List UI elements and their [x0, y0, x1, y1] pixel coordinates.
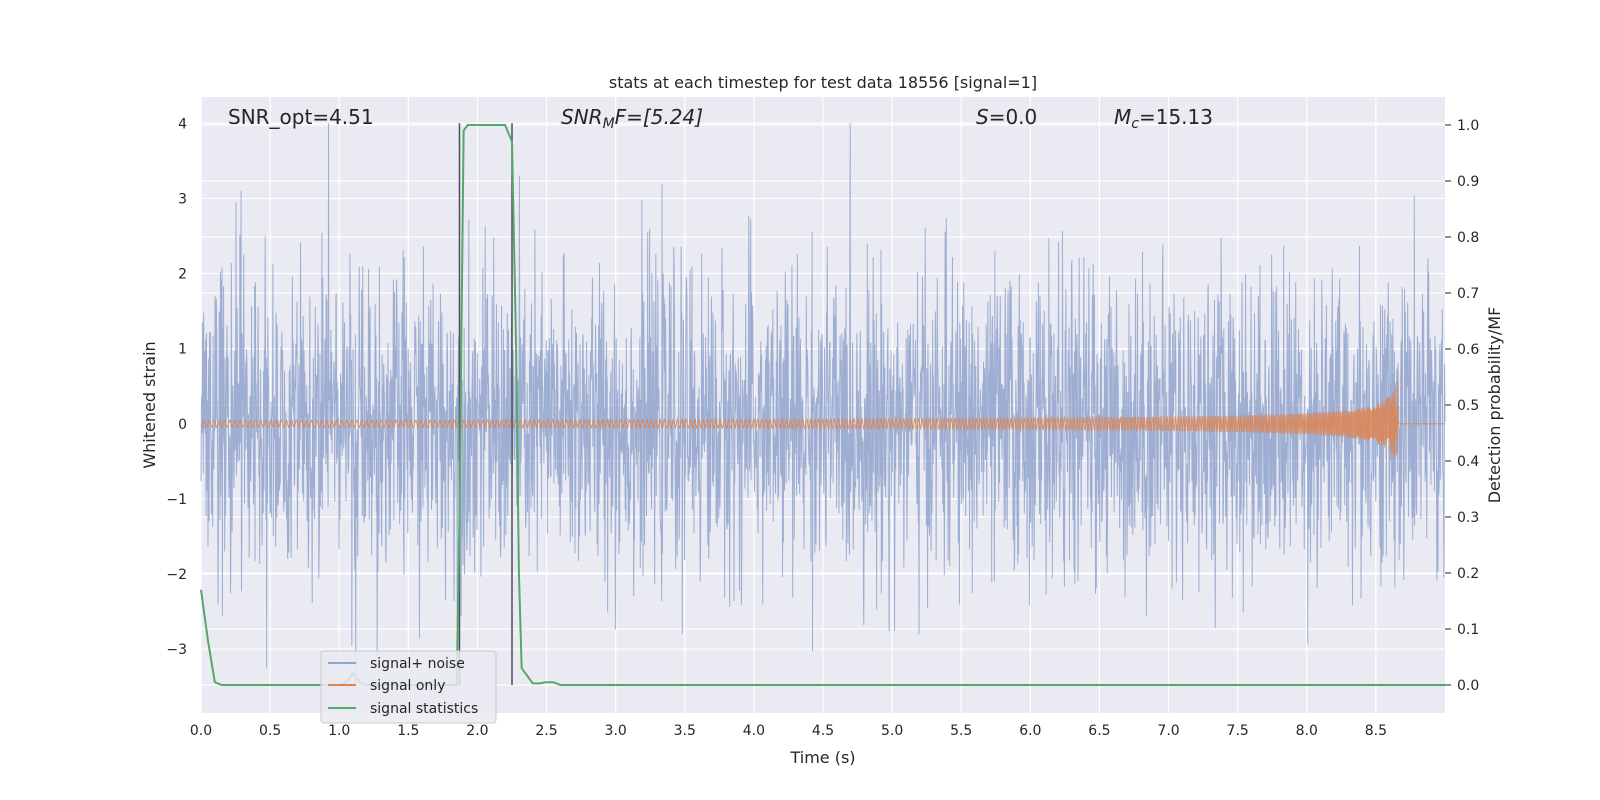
- y-left-tick-label: 1: [178, 342, 187, 358]
- x-axis-label: Time (s): [789, 748, 855, 767]
- y-right-tick-label: 0.0: [1457, 678, 1479, 694]
- legend-label-stats: signal statistics: [370, 701, 478, 717]
- line-signal-only: [200, 379, 1445, 460]
- x-tick-label: 7.5: [1227, 723, 1249, 739]
- legend-label-noise: signal+ noise: [370, 656, 465, 672]
- y-left-tick-label: 4: [178, 116, 187, 132]
- annotation-snr-mf: SNRMF=[5.24]: [561, 105, 703, 132]
- y-axis-left-ticks: −3 −2 −1 0 1 2 3 4: [166, 116, 187, 658]
- x-tick-label: 1.5: [397, 723, 419, 739]
- y-right-tick-label: 0.8: [1457, 230, 1479, 246]
- y-right-tick-label: 1.0: [1457, 118, 1479, 134]
- y-right-tick-label: 0.3: [1457, 510, 1479, 526]
- y-left-tick-label: −3: [166, 642, 187, 658]
- x-tick-label: 6.0: [1019, 723, 1041, 739]
- y-right-tick-label: 0.4: [1457, 454, 1479, 470]
- y-left-tick-label: 3: [178, 191, 187, 207]
- y-left-tick-label: −2: [166, 567, 187, 583]
- x-tick-label: 7.0: [1157, 723, 1179, 739]
- y-right-tick-label: 0.9: [1457, 174, 1479, 190]
- y-axis-left-label: Whitened strain: [140, 341, 159, 468]
- series-signal-only: [200, 379, 1445, 460]
- annotation-s: S=0.0: [976, 105, 1037, 129]
- x-tick-label: 0.0: [190, 723, 212, 739]
- x-tick-label: 2.0: [466, 723, 488, 739]
- x-tick-label: 3.0: [605, 723, 627, 739]
- y-right-tick-label: 0.7: [1457, 286, 1479, 302]
- y-axis-right-ticks: 0.0 0.1 0.2 0.3 0.4 0.5 0.6 0.7 0.8 0.9 1.0: [1445, 118, 1479, 694]
- legend: signal+ noise signal only signal statist…: [320, 650, 497, 724]
- legend-label-signal: signal only: [370, 678, 445, 694]
- x-tick-label: 4.5: [812, 723, 834, 739]
- y-axis-right-label: Detection probability/MF: [1485, 307, 1504, 504]
- y-right-tick-label: 0.2: [1457, 566, 1479, 582]
- series-signal-noise: [200, 123, 1446, 690]
- x-tick-label: 5.5: [950, 723, 972, 739]
- annotation-snr-opt: SNR_opt=4.51: [228, 105, 374, 129]
- vertical-marker-lines: [458, 123, 513, 685]
- y-left-tick-label: 0: [178, 417, 187, 433]
- x-tick-label: 8.0: [1296, 723, 1318, 739]
- y-right-tick-label: 0.5: [1457, 398, 1479, 414]
- x-tick-label: 3.5: [674, 723, 696, 739]
- chart-title: stats at each timestep for test data 185…: [609, 73, 1037, 92]
- y-left-tick-label: −1: [166, 492, 187, 508]
- x-tick-label: 8.5: [1365, 723, 1387, 739]
- line-signal-noise: [200, 123, 1446, 690]
- y-right-tick-label: 0.6: [1457, 342, 1479, 358]
- x-tick-label: 6.5: [1088, 723, 1110, 739]
- x-tick-label: 5.0: [881, 723, 903, 739]
- x-tick-label: 4.0: [743, 723, 765, 739]
- y-right-tick-label: 0.1: [1457, 622, 1479, 638]
- legend-box: [320, 650, 497, 724]
- x-tick-label: 1.0: [328, 723, 350, 739]
- y-left-tick-label: 2: [178, 267, 187, 283]
- x-tick-label: 2.5: [535, 723, 557, 739]
- x-axis-ticks: 0.0 0.5 1.0 1.5 2.0 2.5 3.0 3.5 4.0 4.5 5.0 5.5 6.0 6…: [190, 723, 1387, 739]
- annotation-mc: Mc=15.13: [1114, 105, 1213, 132]
- x-tick-label: 0.5: [259, 723, 281, 739]
